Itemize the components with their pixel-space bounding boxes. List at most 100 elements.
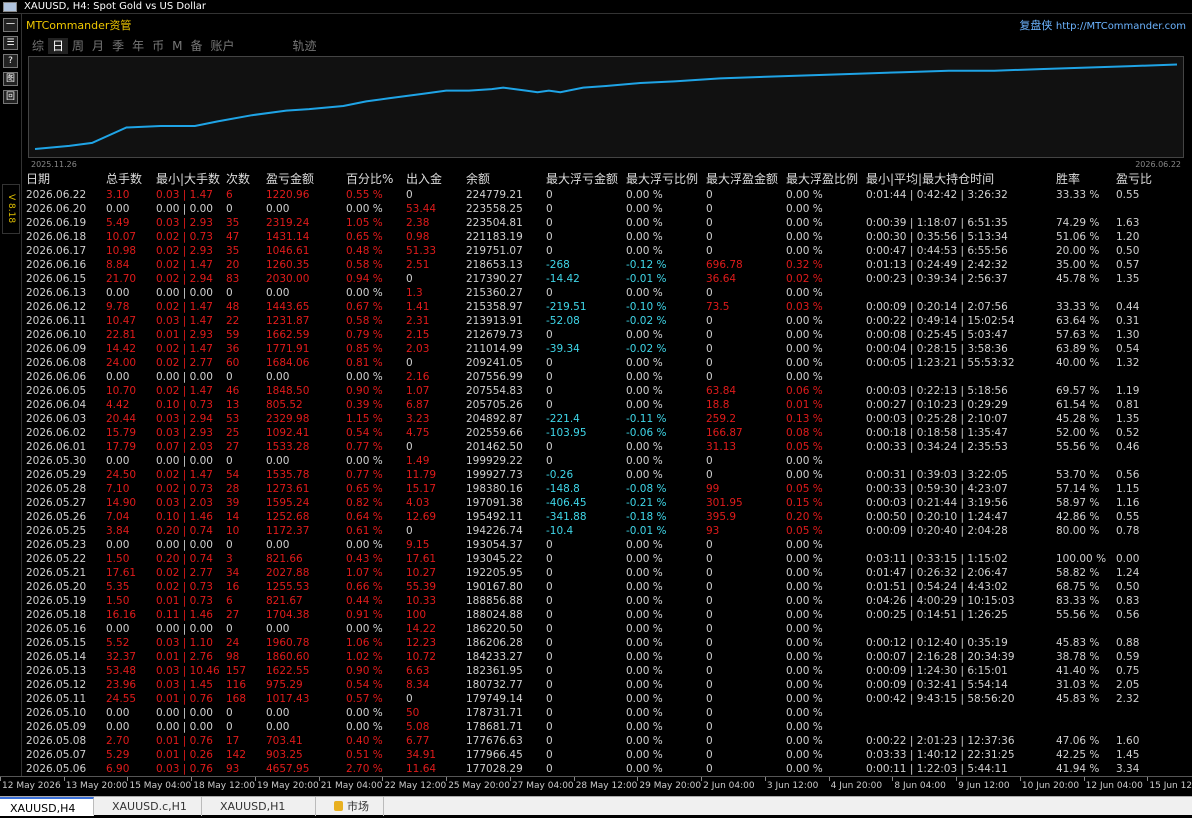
col-header-0[interactable]: 日期 [26,172,51,186]
chart-tab-3[interactable]: 市场 [324,797,384,816]
cell-3: 60 [226,357,240,369]
col-header-3[interactable]: 次数 [226,172,251,186]
cell-14: 0.56 [1116,469,1140,481]
toolbar-btn-chart[interactable]: 图 [3,72,18,86]
cell-3: 0 [226,721,233,733]
cell-3: 168 [226,693,247,705]
tab-3[interactable]: 月 [92,39,105,53]
cell-11: 0.00 % [786,189,823,201]
cell-0: 2026.05.28 [26,483,87,495]
cell-2: 0.03 | 1.45 [156,679,213,691]
cell-9: 0.00 % [626,693,663,705]
col-header-13[interactable]: 胜率 [1056,172,1081,186]
cell-7: 177676.63 [466,735,523,747]
col-header-11[interactable]: 最大浮盈比例 [786,172,859,186]
cell-7: 224779.21 [466,189,523,201]
table-row: 2026.06.20 0.00 0.00 | 0.00 0 0.00 0.00 % 53.4… [26,202,1186,216]
cell-13: 45.83 % [1056,637,1100,649]
cell-9: -0.10 % [626,301,667,313]
time-axis-label: 15 May 04:00 [127,777,192,791]
tab-10[interactable]: 轨迹 [292,39,317,53]
chart-tab-1[interactable]: XAUUSD.c,H1 [102,797,202,816]
cell-2: 0.03 | 2.93 [156,217,213,229]
cell-9: 0.00 % [626,665,663,677]
table-row: 2026.05.14 32.37 0.01 | 2.76 98 1860.60 1.02 … [26,650,1186,664]
cell-9: -0.01 % [626,273,667,285]
cell-9: 0.00 % [626,553,663,565]
cell-6: 1.3 [406,287,423,299]
cell-9: 0.00 % [626,399,663,411]
tab-1[interactable]: 日 [48,38,69,54]
cell-0: 2026.06.05 [26,385,87,397]
col-header-12[interactable]: 最小|平均|最大持仓时间 [866,172,995,186]
cell-13: 100.00 % [1056,553,1107,565]
toolbar-btn-menu[interactable]: ☰ [3,36,18,50]
toolbar-btn-back[interactable]: 回 [3,90,18,104]
tab-2[interactable]: 周 [72,39,85,53]
chart-tab-2[interactable]: XAUUSD,H1 [210,797,316,816]
col-header-9[interactable]: 最大浮亏比例 [626,172,699,186]
tab-5[interactable]: 年 [132,39,145,53]
cell-0: 2026.06.03 [26,413,87,425]
cell-7: 193045.22 [466,553,523,565]
cell-4: 0.00 [266,721,290,733]
table-row: 2026.05.12 23.96 0.03 | 1.45 116 975.29 0.54 … [26,678,1186,692]
brand-right[interactable]: 复盘侠 http://MTCommander.com [1019,17,1186,33]
toolbar-btn-line[interactable]: 一 [3,18,18,32]
cell-2: 0.00 | 0.00 [156,203,213,215]
col-header-10[interactable]: 最大浮盈金额 [706,172,779,186]
cell-5: 0.79 % [346,329,383,341]
cell-10: 18.8 [706,399,730,411]
cell-14: 0.81 [1116,399,1140,411]
chart-tab-0[interactable]: XAUUSD,H4 [0,797,94,816]
col-header-14[interactable]: 盈亏比 [1116,172,1153,186]
table-row: 2026.06.12 9.78 0.02 | 1.47 48 1443.65 0.67 %… [26,300,1186,314]
tab-0[interactable]: 综 [32,39,45,53]
cell-1: 0.00 [106,623,130,635]
table-row: 2026.06.01 17.79 0.07 | 2.03 27 1533.28 0.77 … [26,440,1186,454]
tab-9[interactable]: 账户 [210,39,235,53]
cell-4: 1252.68 [266,511,310,523]
cell-11: 0.00 % [786,357,823,369]
brand-url-link[interactable]: http://MTCommander.com [1055,21,1186,32]
cell-5: 1.05 % [346,217,383,229]
cell-11: 0.00 % [786,287,823,299]
col-header-6[interactable]: 出入金 [406,172,443,186]
table-row: 2026.05.26 7.04 0.10 | 1.46 14 1252.68 0.64 %… [26,510,1186,524]
tab-7[interactable]: M [172,39,183,53]
cell-6: 11.64 [406,763,437,775]
cell-12: 0:04:26 | 4:00:29 | 10:15:03 [866,595,1015,607]
cell-13: 55.56 % [1056,609,1100,621]
table-row: 2026.05.29 24.50 0.02 | 1.47 54 1535.78 0.77 … [26,468,1186,482]
toolbar-btn-help[interactable]: ? [3,54,18,68]
cell-4: 1260.35 [266,259,310,271]
tab-6[interactable]: 币 [152,39,165,53]
cell-2: 0.02 | 0.73 [156,483,213,495]
cell-12: 0:01:47 | 0:26:32 | 2:06:47 [866,567,1008,579]
cell-0: 2026.05.23 [26,539,87,551]
brand-right-text: 复盘侠 [1019,19,1053,32]
cell-5: 0.40 % [346,735,383,747]
col-header-5[interactable]: 百分比% [346,172,394,186]
cell-11: 0.00 % [786,665,823,677]
col-header-8[interactable]: 最大浮亏金额 [546,172,619,186]
col-header-2[interactable]: 最小|大手数 [156,172,221,186]
cell-10: 0 [706,189,713,201]
col-header-1[interactable]: 总手数 [106,172,143,186]
cell-4: 2030.00 [266,273,310,285]
cell-12: 0:03:33 | 1:40:12 | 22:31:25 [866,749,1015,761]
cell-6: 0 [406,357,413,369]
cell-5: 0.90 % [346,385,383,397]
cell-2: 0.02 | 1.47 [156,343,213,355]
cell-2: 0.00 | 0.00 [156,455,213,467]
col-header-4[interactable]: 盈亏金额 [266,172,315,186]
tab-8[interactable]: 备 [190,39,203,53]
col-header-7[interactable]: 余额 [466,172,491,186]
cell-7: 201462.50 [466,441,523,453]
tab-4[interactable]: 季 [112,39,125,53]
cell-8: 0 [546,707,553,719]
cell-4: 1848.50 [266,385,310,397]
table-row: 2026.05.21 17.61 0.02 | 2.77 34 2027.88 1.07 … [26,566,1186,580]
cell-5: 0.65 % [346,483,383,495]
cell-5: 0.58 % [346,315,383,327]
